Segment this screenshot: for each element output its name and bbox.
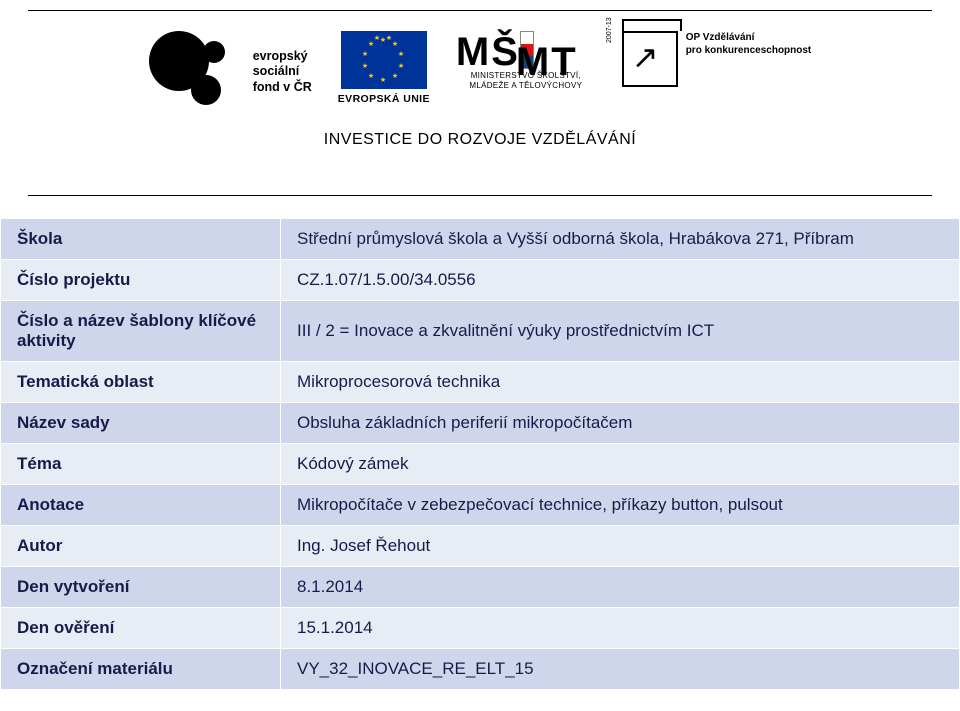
row-value: 15.1.2014 <box>281 608 960 649</box>
esf-icon <box>149 31 243 113</box>
op-logo: ↗ OP Vzdělávání pro konkurenceschopnost <box>622 31 812 87</box>
row-label: Tematická oblast <box>1 362 281 403</box>
row-value: Kódový zámek <box>281 444 960 485</box>
eu-label: EVROPSKÁ UNIE <box>338 93 430 105</box>
row-label: Den ověření <box>1 608 281 649</box>
logo-banner: evropský sociální fond v ČR ★★ ★★ ★★ ★★ … <box>28 10 932 196</box>
table-row: ŠkolaStřední průmyslová škola a Vyšší od… <box>1 219 960 260</box>
row-value: Střední průmyslová škola a Vyšší odborná… <box>281 219 960 260</box>
row-label: Označení materiálu <box>1 649 281 690</box>
row-label: Autor <box>1 526 281 567</box>
row-label: Den vytvoření <box>1 567 281 608</box>
row-value: III / 2 = Inovace a zkvalitnění výuky pr… <box>281 301 960 362</box>
row-value: Mikroprocesorová technika <box>281 362 960 403</box>
row-value: Mikropočítače v zebezpečovací technice, … <box>281 485 960 526</box>
op-text: OP Vzdělávání pro konkurenceschopnost <box>686 31 812 57</box>
esf-line-2: sociální <box>253 64 312 80</box>
table-row: Den vytvoření8.1.2014 <box>1 567 960 608</box>
metadata-table: ŠkolaStřední průmyslová škola a Vyšší od… <box>0 218 960 690</box>
op-icon: ↗ <box>622 31 678 87</box>
table-row: Den ověření15.1.2014 <box>1 608 960 649</box>
table-row: Číslo a název šablony klíčové aktivity I… <box>1 301 960 362</box>
row-label: Téma <box>1 444 281 485</box>
msmt-logo: MŠ M T MINISTERSTVO ŠKOLSTVÍ, MLÁDEŽE A … <box>456 31 596 90</box>
esf-text: evropský sociální fond v ČR <box>253 49 312 96</box>
row-label: Číslo projektu <box>1 260 281 301</box>
op-line-1: OP Vzdělávání <box>686 31 812 44</box>
banner-tagline: INVESTICE DO ROZVOJE VZDĚLÁVÁNÍ <box>28 131 932 149</box>
table-row: AutorIng. Josef Řehout <box>1 526 960 567</box>
esf-logo: evropský sociální fond v ČR <box>149 31 312 113</box>
table-row: AnotaceMikropočítače v zebezpečovací tec… <box>1 485 960 526</box>
table-row: Číslo projektuCZ.1.07/1.5.00/34.0556 <box>1 260 960 301</box>
esf-line-1: evropský <box>253 49 312 65</box>
row-value: Obsluha základních periferií mikropočíta… <box>281 403 960 444</box>
msmt-icon: MŠ M T <box>456 31 596 69</box>
op-line-2: pro konkurenceschopnost <box>686 44 812 57</box>
row-value: 8.1.2014 <box>281 567 960 608</box>
row-label: Číslo a název šablony klíčové aktivity <box>1 301 281 362</box>
logo-row: evropský sociální fond v ČR ★★ ★★ ★★ ★★ … <box>28 31 932 113</box>
table-row: Tematická oblastMikroprocesorová technik… <box>1 362 960 403</box>
row-value: VY_32_INOVACE_RE_ELT_15 <box>281 649 960 690</box>
row-label: Škola <box>1 219 281 260</box>
row-label: Anotace <box>1 485 281 526</box>
table-row: Označení materiáluVY_32_INOVACE_RE_ELT_1… <box>1 649 960 690</box>
metadata-table-body: ŠkolaStřední průmyslová škola a Vyšší od… <box>1 219 960 690</box>
table-row: TémaKódový zámek <box>1 444 960 485</box>
table-row: Název sadyObsluha základních periferií m… <box>1 403 960 444</box>
row-value: Ing. Josef Řehout <box>281 526 960 567</box>
esf-line-3: fond v ČR <box>253 80 312 96</box>
row-label: Název sady <box>1 403 281 444</box>
eu-flag-icon: ★★ ★★ ★★ ★★ ★★ ★★ <box>341 31 427 89</box>
eu-logo: ★★ ★★ ★★ ★★ ★★ ★★ EVROPSKÁ UNIE <box>338 31 430 105</box>
row-value: CZ.1.07/1.5.00/34.0556 <box>281 260 960 301</box>
